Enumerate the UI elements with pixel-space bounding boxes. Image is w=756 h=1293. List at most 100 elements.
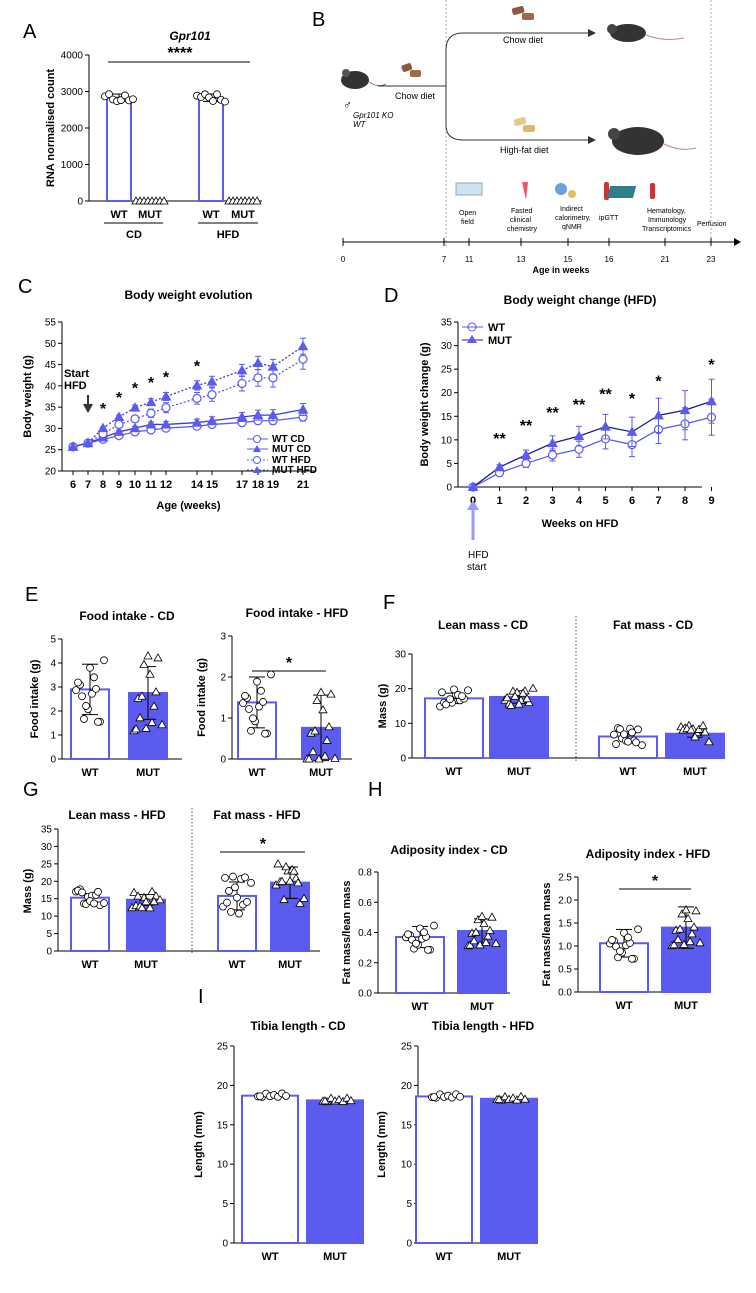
data-point [624, 933, 632, 942]
data-point [137, 691, 147, 700]
male-icon: ♂ [343, 98, 352, 112]
test-label: chemistry [507, 226, 537, 233]
data-point [145, 903, 155, 912]
significance-marker: * [260, 836, 267, 853]
data-point [82, 437, 94, 448]
x-tick-label: MUT [497, 1251, 521, 1263]
y-axis-label: Fat mass/lean mass [341, 881, 353, 985]
data-point [467, 481, 479, 491]
data-point [456, 1092, 464, 1101]
data-point [469, 935, 479, 945]
data-point [687, 929, 697, 938]
y-tick-label: 20 [217, 1081, 229, 1092]
data-point [259, 698, 267, 706]
data-point [299, 893, 309, 902]
x-tick-label: MUT [309, 767, 333, 779]
y-tick-label: 0 [406, 1239, 412, 1250]
bar [424, 697, 484, 760]
test-label: Immunology [648, 217, 687, 224]
chart-title: Body weight evolution [125, 288, 253, 302]
data-point [155, 894, 165, 904]
chart-title: Tibia length - HFD [432, 1019, 535, 1033]
data-point [442, 700, 450, 709]
y-tick-label: 1.5 [558, 919, 572, 930]
y-tick-label: 30 [441, 341, 453, 352]
y-tick-label: 10 [41, 912, 53, 923]
data-point [481, 937, 491, 946]
data-point [330, 753, 340, 762]
data-point [690, 732, 700, 741]
data-point [316, 687, 326, 696]
data-point [295, 898, 305, 907]
y-axis-label: Fat mass/lean mass [541, 883, 553, 987]
data-point [141, 723, 151, 732]
y-tick-label: 25 [41, 859, 53, 870]
data-point [500, 1091, 510, 1101]
x-tick-label: 15 [206, 479, 218, 491]
data-point [141, 896, 151, 906]
data-point [129, 422, 141, 433]
chart-title: Adiposity index - HFD [586, 847, 711, 861]
data-point [86, 663, 94, 672]
data-point [113, 426, 125, 436]
x-tick-label: MUT [136, 767, 160, 779]
panel-label-c: C [18, 276, 32, 298]
x-tick-label: 4 [576, 495, 583, 507]
data-point [72, 686, 80, 695]
y-tick-label: 25 [217, 1042, 229, 1053]
data-point [229, 872, 237, 881]
test-label: qNMR [562, 224, 582, 231]
panel-label-d: D [384, 285, 398, 307]
data-point [147, 717, 157, 726]
legend-marker [253, 445, 261, 452]
x-tick-label: MUT [683, 766, 707, 778]
x-tick-label: MUT [231, 209, 255, 221]
y-tick-label: 0.8 [358, 868, 372, 879]
x-tick-label: 8 [100, 479, 106, 491]
group-title: Fat mass - CD [613, 618, 693, 632]
data-point [683, 913, 693, 923]
x-tick-label: 14 [191, 479, 204, 491]
tube-icon [650, 183, 655, 199]
arrowhead-icon [734, 238, 741, 246]
data-point [145, 396, 157, 407]
data-point [261, 729, 269, 738]
bar [415, 1095, 473, 1244]
data-point [235, 909, 243, 918]
test-label: clinical [510, 217, 531, 224]
data-point [114, 419, 124, 430]
x-tick-label: WT [435, 1251, 452, 1263]
data-point [574, 444, 584, 454]
data-point [464, 686, 472, 695]
data-point [297, 404, 309, 414]
data-point [494, 1094, 504, 1103]
significance-marker: * [708, 357, 715, 374]
data-point [223, 898, 231, 907]
data-point [221, 97, 229, 106]
chart-title: Food intake - HFD [246, 606, 349, 620]
x-tick-label: 1 [496, 495, 502, 507]
branch-arrow [445, 86, 588, 141]
data-point [78, 888, 86, 897]
data-point [458, 692, 466, 701]
x-tick-label: 10 [129, 479, 141, 491]
data-point [131, 724, 141, 733]
data-point [67, 441, 79, 451]
data-point [74, 678, 82, 687]
data-point [689, 922, 699, 931]
x-tick-label: WT [619, 766, 636, 778]
x-tick-label: 5 [602, 495, 608, 507]
data-point [247, 878, 255, 887]
data-point [477, 911, 487, 920]
data-point [521, 458, 531, 469]
data-point [160, 390, 172, 401]
significance-marker: ** [599, 387, 612, 404]
y-axis-label: Food intake (g) [29, 659, 41, 738]
data-point [628, 954, 636, 963]
data-point [100, 656, 108, 665]
data-point [249, 714, 257, 723]
lean-mouse-icon [607, 24, 685, 42]
data-point [632, 738, 640, 747]
x-axis-label: Age (weeks) [156, 500, 221, 512]
significance-marker: * [163, 370, 170, 387]
